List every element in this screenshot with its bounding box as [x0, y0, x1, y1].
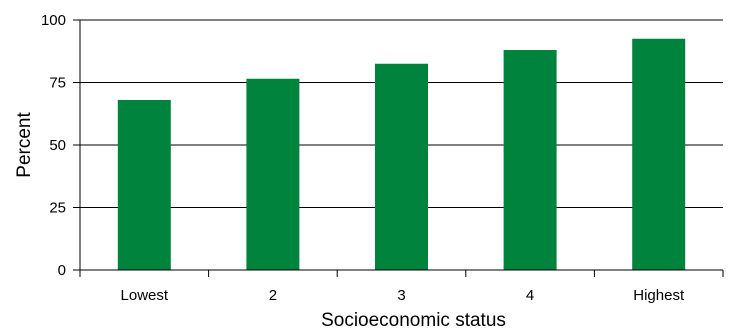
y-tick-label: 75 [49, 75, 66, 92]
bar [246, 78, 300, 270]
y-tick-label: 100 [41, 12, 66, 29]
x-tick-label: Lowest [121, 287, 169, 304]
bar [117, 100, 171, 270]
y-axis-title: Percent [14, 112, 35, 178]
y-tick-label: 0 [58, 262, 66, 279]
bar [503, 50, 557, 270]
x-tick-label: 2 [269, 287, 277, 304]
x-tick-labels: Lowest 2 3 4 Highest [121, 287, 685, 304]
x-axis-title: Socioeconomic status [321, 310, 506, 331]
y-tick-label: 25 [49, 200, 66, 217]
bar [632, 38, 686, 270]
x-tick-label: 3 [397, 287, 405, 304]
y-tick-labels: 0 25 50 75 100 [41, 12, 66, 279]
axes [79, 20, 723, 271]
y-tick-label: 50 [49, 137, 66, 154]
x-tick-label: Highest [633, 287, 685, 304]
bar [375, 63, 428, 270]
x-tick-label: 4 [526, 287, 534, 304]
bars [117, 38, 686, 270]
